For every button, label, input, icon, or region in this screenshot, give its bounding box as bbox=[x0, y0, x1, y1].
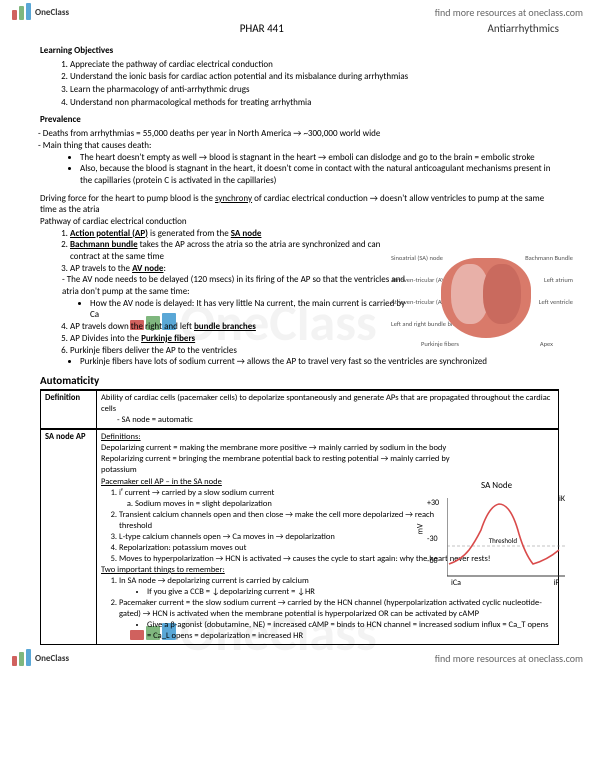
driving-force-paragraph: Driving force for the heart to pump bloo… bbox=[40, 193, 559, 216]
list-item: Learn the pharmacology of anti-arrhythmi… bbox=[70, 84, 559, 96]
header-tagline[interactable]: find more resources at oneclass.com bbox=[435, 6, 583, 19]
list-item: Purkinje fibers deliver the AP to the ve… bbox=[70, 345, 410, 357]
chart-annotation: iK bbox=[559, 494, 565, 504]
list-item: Sodium moves in = slight depolarization bbox=[135, 499, 461, 510]
page-number: 1 bbox=[0, 623, 557, 634]
page-header: OneClass find more resources at oneclass… bbox=[0, 0, 595, 22]
heart-shape-icon bbox=[441, 258, 531, 338]
chart-title: SA Node bbox=[481, 480, 512, 491]
page-footer: OneClass find more resources at oneclass… bbox=[0, 650, 595, 666]
pathway-title: Pathway of cardiac electrical conduction bbox=[40, 216, 559, 228]
list-item: Deaths from arrhythmias = 55,000 deaths … bbox=[50, 128, 559, 140]
list-item: L-type calcium channels open → Ca moves … bbox=[119, 532, 461, 543]
diagram-label: Sinoatrial (SA) node bbox=[391, 254, 443, 262]
list-item: Main thing that causes death: bbox=[50, 140, 559, 152]
list-item: Also, because the blood is stagnant in t… bbox=[80, 163, 559, 186]
table-row: Definition Ability of cardiac cells (pac… bbox=[41, 391, 559, 430]
list-item: Understand non pharmacological methods f… bbox=[70, 97, 559, 109]
prevalence-list: Deaths from arrhythmias = 55,000 deaths … bbox=[50, 128, 559, 151]
axis-tick: -60 bbox=[427, 556, 438, 566]
automaticity-title: Automaticity bbox=[40, 374, 559, 390]
axis-tick: +30 bbox=[427, 498, 439, 508]
list-item: Repolarization: potassium moves out bbox=[119, 543, 461, 554]
list-item: Pacemaker current = the slow sodium curr… bbox=[119, 598, 554, 642]
chart-annotation: iCa bbox=[451, 578, 461, 588]
brand-name: OneClass bbox=[35, 653, 69, 664]
list-item: The heart doesn't empty as well → blood … bbox=[80, 152, 559, 164]
prevalence-title: Prevalence bbox=[40, 114, 559, 126]
brand-name: OneClass bbox=[35, 7, 69, 18]
diagram-label: Left ventricle bbox=[539, 298, 573, 306]
list-item: How the AV node is delayed: It has very … bbox=[90, 298, 410, 321]
learning-objectives-list: Appreciate the pathway of cardiac electr… bbox=[70, 59, 559, 109]
list-item: Transient calcium channels open and then… bbox=[119, 510, 461, 532]
list-item: Purkinje fibers have lots of sodium curr… bbox=[80, 356, 559, 368]
list-item: Bachmann bundle takes the AP across the … bbox=[70, 239, 410, 262]
list-item: AP Divides into the Purkinje fibers bbox=[70, 333, 410, 345]
heart-diagram: Sinoatrial (SA) node Bachmann Bundle Atr… bbox=[401, 258, 571, 338]
list-item: Understand the ionic basis for cardiac a… bbox=[70, 71, 559, 83]
chart-annotation: Threshold bbox=[489, 536, 517, 545]
learning-objectives-title: Learning Objectives bbox=[40, 45, 559, 57]
definition-label: Definition bbox=[41, 391, 97, 430]
course-code: PHAR 441 bbox=[240, 22, 284, 35]
logo-bars-icon bbox=[12, 650, 31, 666]
diagram-label: Bachmann Bundle bbox=[525, 254, 573, 262]
brand-logo: OneClass bbox=[12, 4, 69, 20]
footer-tagline[interactable]: find more resources at oneclass.com bbox=[435, 652, 583, 665]
list-item: AP travels down the right and left bundl… bbox=[70, 321, 410, 333]
course-header: PHAR 441 Antiarrhythmics bbox=[0, 22, 595, 39]
list-item: Action potential (AP) is generated from … bbox=[70, 228, 410, 240]
diagram-label: Purkinje fibers bbox=[421, 340, 459, 348]
brand-logo: OneClass bbox=[12, 650, 69, 666]
list-item: AP travels to the AV node: - The AV node… bbox=[70, 263, 410, 321]
diagram-label: Left atrium bbox=[544, 276, 573, 284]
sa-node-chart: SA Node +30 -30 -60 mV iK Threshold iCa … bbox=[421, 480, 571, 590]
chart-annotation: iF bbox=[553, 578, 559, 588]
list-item: iᶠ current → carried by a slow sodium cu… bbox=[119, 488, 461, 510]
pathway-list: Action potential (AP) is generated from … bbox=[70, 228, 410, 357]
axis-label: mV bbox=[415, 524, 425, 535]
prevalence-sublist: The heart doesn't empty as well → blood … bbox=[80, 152, 559, 187]
axis-tick: -30 bbox=[427, 534, 438, 544]
logo-bars-icon bbox=[12, 4, 31, 20]
sa-node-label: SA node AP bbox=[41, 429, 97, 644]
definition-cell: Ability of cardiac cells (pacemaker cell… bbox=[97, 391, 559, 430]
course-subtitle: Antiarrhythmics bbox=[488, 22, 559, 35]
list-item: Appreciate the pathway of cardiac electr… bbox=[70, 59, 559, 71]
diagram-label: Apex bbox=[540, 340, 553, 348]
